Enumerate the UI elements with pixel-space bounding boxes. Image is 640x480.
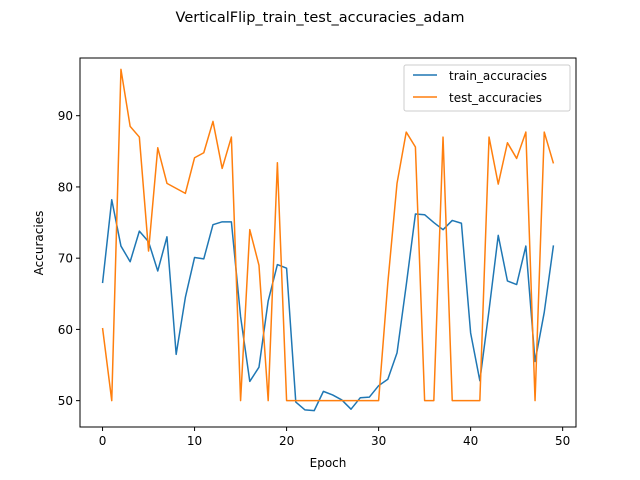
x-axis: 0 10 20 30 40 50 (99, 427, 570, 448)
y-tick-label: 60 (58, 323, 73, 337)
x-tick-label: 10 (187, 434, 202, 448)
x-tick-label: 0 (99, 434, 107, 448)
axes-frame (79, 57, 577, 428)
y-tick-label: 50 (58, 394, 73, 408)
x-tick-label: 40 (463, 434, 478, 448)
legend-box (403, 64, 571, 112)
y-axis: 50 60 70 80 90 (58, 109, 80, 408)
y-tick-label: 70 (58, 252, 73, 266)
x-axis-label: Epoch (310, 456, 347, 470)
x-tick-label: 30 (371, 434, 386, 448)
legend: train_accuracies test_accuracies (403, 64, 571, 112)
y-axis-label: Accuracies (32, 211, 46, 276)
series-line-test-accuracies (101, 68, 555, 402)
legend-label-train: train_accuracies (449, 69, 547, 83)
series-line-train-accuracies (101, 199, 555, 412)
legend-label-test: test_accuracies (449, 91, 542, 105)
x-tick-label: 50 (555, 434, 570, 448)
y-tick-label: 90 (58, 109, 73, 123)
x-tick-label: 20 (279, 434, 294, 448)
chart-title: VerticalFlip_train_test_accuracies_adam (176, 10, 465, 26)
y-tick-label: 80 (58, 180, 73, 194)
plot-area (101, 68, 555, 412)
